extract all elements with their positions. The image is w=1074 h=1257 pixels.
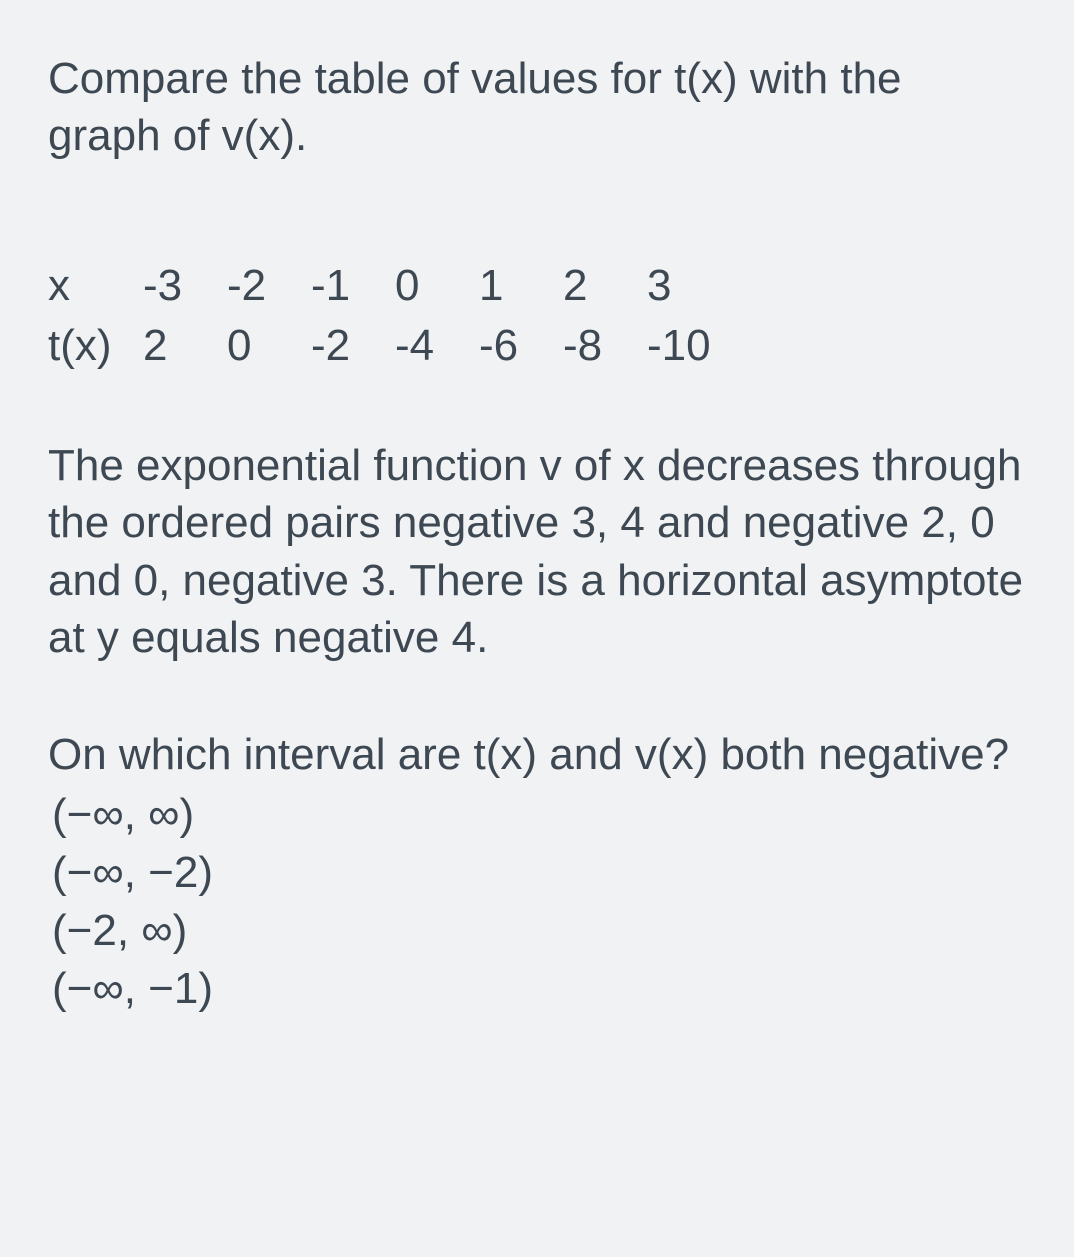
question-text: On which interval are t(x) and v(x) both… bbox=[48, 726, 1026, 784]
x-cell: -3 bbox=[143, 256, 227, 315]
t-cell: -10 bbox=[647, 316, 731, 375]
option-d[interactable]: (−∞, −1) bbox=[48, 960, 1026, 1018]
x-cell: -2 bbox=[227, 256, 311, 315]
table-row-x: x -3 -2 -1 0 1 2 3 bbox=[48, 256, 1026, 315]
x-cell: 3 bbox=[647, 256, 731, 315]
t-cell: -6 bbox=[479, 316, 563, 375]
t-cell: -4 bbox=[395, 316, 479, 375]
question-block: On which interval are t(x) and v(x) both… bbox=[48, 726, 1026, 1018]
values-table: x -3 -2 -1 0 1 2 3 t(x) 2 0 -2 -4 -6 -8 … bbox=[48, 256, 1026, 375]
row-label-t: t(x) bbox=[48, 316, 143, 375]
option-c[interactable]: (−2, ∞) bbox=[48, 902, 1026, 960]
x-cell: 1 bbox=[479, 256, 563, 315]
row-label-x: x bbox=[48, 256, 143, 315]
table-row-t: t(x) 2 0 -2 -4 -6 -8 -10 bbox=[48, 316, 1026, 375]
option-a[interactable]: (−∞, ∞) bbox=[48, 786, 1026, 844]
t-cell: 2 bbox=[143, 316, 227, 375]
x-cell: -1 bbox=[311, 256, 395, 315]
x-cell: 2 bbox=[563, 256, 647, 315]
t-cell: -8 bbox=[563, 316, 647, 375]
intro-text: Compare the table of values for t(x) wit… bbox=[48, 50, 1026, 164]
x-cell: 0 bbox=[395, 256, 479, 315]
t-cell: -2 bbox=[311, 316, 395, 375]
option-b[interactable]: (−∞, −2) bbox=[48, 844, 1026, 902]
description-text: The exponential function v of x decrease… bbox=[48, 437, 1026, 666]
t-cell: 0 bbox=[227, 316, 311, 375]
answer-options: (−∞, ∞) (−∞, −2) (−2, ∞) (−∞, −1) bbox=[48, 786, 1026, 1018]
